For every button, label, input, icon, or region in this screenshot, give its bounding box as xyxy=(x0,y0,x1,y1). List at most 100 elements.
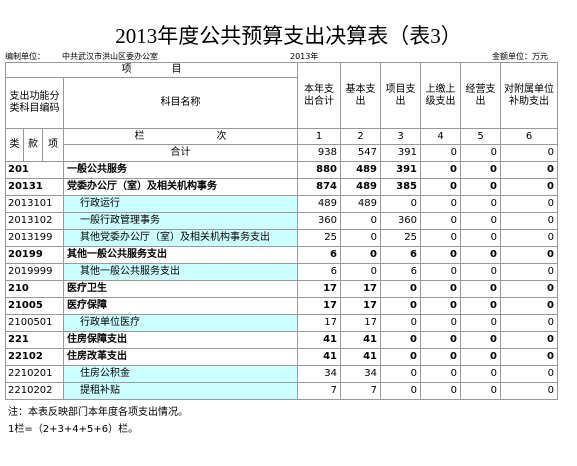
table-row: 22102 住房改革支出 41 41 0 0 0 0 xyxy=(5,348,558,366)
row-value: 6 xyxy=(380,246,421,264)
row-value: 0 xyxy=(340,212,381,230)
row-value: 0 xyxy=(380,348,421,366)
row-value: 41 xyxy=(297,331,341,349)
row-value: 41 xyxy=(297,348,341,366)
row-code: 201 xyxy=(5,161,64,179)
table-row: 项 目本年支出合计 基本支出 项目支出 上缴上级支出 经营支出 对附属单位补助支出 xyxy=(5,62,558,129)
row-code: 221 xyxy=(5,331,64,349)
row-name: 提租补贴 xyxy=(63,382,298,400)
table-row: 2210202 提租补贴 7 7 0 0 0 0 xyxy=(5,382,558,400)
table-row: 合计 938 547 391 0 0 0 xyxy=(6,144,558,162)
row-value: 0 xyxy=(500,382,558,400)
table-row: 20199 其他一般公共服务支出 6 0 6 0 0 0 xyxy=(5,246,558,264)
row-value: 0 xyxy=(420,178,461,196)
row-value: 0 xyxy=(500,161,558,179)
row-value: 0 xyxy=(460,297,501,315)
column-index: 5 xyxy=(460,128,501,145)
row-value: 489 xyxy=(340,161,381,179)
row-name: 住房保障支出 xyxy=(63,331,298,349)
row-value: 0 xyxy=(460,382,501,400)
row-value: 17 xyxy=(340,297,381,315)
row-value: 34 xyxy=(297,365,341,383)
row-value: 0 xyxy=(380,195,421,213)
table-row: 201 一般公共服务 880 489 391 0 0 0 xyxy=(5,161,558,179)
row-name: 医疗保障 xyxy=(63,297,298,315)
row-value: 17 xyxy=(297,297,341,315)
row-value: 0 xyxy=(420,331,461,349)
row-value: 0 xyxy=(380,314,421,332)
row-value: 0 xyxy=(420,297,461,315)
row-value: 0 xyxy=(460,178,501,196)
title: 2013年度公共预算支出决算表（表3） xyxy=(115,24,462,48)
column-index: 1 xyxy=(297,128,341,145)
column-header: 基本支出 xyxy=(340,62,381,129)
row-value: 0 xyxy=(460,263,501,281)
row-code: 20199 xyxy=(5,246,64,264)
row-value: 489 xyxy=(297,195,341,213)
row-name: 行政运行 xyxy=(63,195,298,213)
index-label: 栏次 xyxy=(63,128,298,145)
unit-label: 编制单位： xyxy=(5,52,45,61)
table-row: 2013199 其他党委办公厅（室）及相关机构事务支出 25 0 25 0 0 0 xyxy=(5,229,558,247)
row-value: 0 xyxy=(500,348,558,366)
row-value: 360 xyxy=(380,212,421,230)
row-value: 0 xyxy=(420,246,461,264)
column-index: 2 xyxy=(340,128,381,145)
row-code: 2013199 xyxy=(5,229,64,247)
row-value: 0 xyxy=(460,246,501,264)
amount-unit: 金额单位：万元 xyxy=(492,52,548,61)
row-value: 880 xyxy=(297,161,341,179)
row-value: 0 xyxy=(500,331,558,349)
row-value: 0 xyxy=(380,365,421,383)
row-value: 0 xyxy=(500,178,558,196)
row-code: 2210201 xyxy=(5,365,64,383)
total-label: 合计 xyxy=(63,144,298,162)
row-value: 6 xyxy=(297,246,341,264)
row-value: 17 xyxy=(297,280,341,298)
row-value: 0 xyxy=(420,280,461,298)
row-value: 41 xyxy=(340,331,381,349)
code-part: 类 xyxy=(5,128,24,162)
row-value: 7 xyxy=(340,382,381,400)
row-value: 391 xyxy=(380,161,421,179)
index-label-part: 次 xyxy=(216,130,227,142)
item-header: 项 目 xyxy=(5,62,298,78)
total-value: 0 xyxy=(460,144,501,162)
row-name: 其他一般公共服务支出 xyxy=(63,263,298,281)
row-name: 其他一般公共服务支出 xyxy=(63,246,298,264)
row-value: 17 xyxy=(340,314,381,332)
row-value: 0 xyxy=(420,365,461,383)
row-value: 0 xyxy=(420,382,461,400)
row-value: 0 xyxy=(500,229,558,247)
total-value: 0 xyxy=(420,144,461,162)
name-header: 科目名称 xyxy=(63,77,298,129)
row-value: 0 xyxy=(460,280,501,298)
row-value: 0 xyxy=(380,331,421,349)
row-value: 7 xyxy=(297,382,341,400)
column-header: 对附属单位补助支出 xyxy=(500,62,558,129)
table-row: 2019999 其他一般公共服务支出 6 0 6 0 0 0 xyxy=(5,263,558,281)
row-value: 17 xyxy=(340,280,381,298)
row-value: 0 xyxy=(460,229,501,247)
row-name: 党委办公厅（室）及相关机构事务 xyxy=(63,178,298,196)
row-value: 0 xyxy=(340,263,381,281)
row-value: 0 xyxy=(340,246,381,264)
row-value: 0 xyxy=(460,331,501,349)
row-value: 0 xyxy=(460,348,501,366)
row-value: 0 xyxy=(380,280,421,298)
row-value: 17 xyxy=(297,314,341,332)
row-code: 210 xyxy=(5,280,64,298)
table-row: 20131 党委办公厅（室）及相关机构事务 874 489 385 0 0 0 xyxy=(5,178,558,196)
row-value: 0 xyxy=(500,195,558,213)
column-header: 本年支出合计 xyxy=(297,62,341,129)
row-code: 2019999 xyxy=(5,263,64,281)
column-index: 4 xyxy=(420,128,461,145)
row-value: 489 xyxy=(340,178,381,196)
row-value: 0 xyxy=(420,314,461,332)
table-row: 21005 医疗保障 17 17 0 0 0 0 xyxy=(5,297,558,315)
row-value: 0 xyxy=(460,195,501,213)
column-header: 项目支出 xyxy=(380,62,421,129)
index-label-part: 栏 xyxy=(134,130,145,142)
row-value: 0 xyxy=(460,212,501,230)
table-row: 2210201 住房公积金 34 34 0 0 0 0 xyxy=(5,365,558,383)
